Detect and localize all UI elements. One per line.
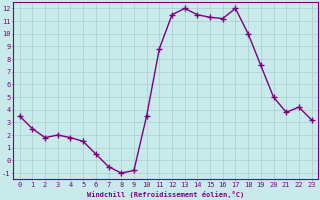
X-axis label: Windchill (Refroidissement éolien,°C): Windchill (Refroidissement éolien,°C)	[87, 191, 244, 198]
